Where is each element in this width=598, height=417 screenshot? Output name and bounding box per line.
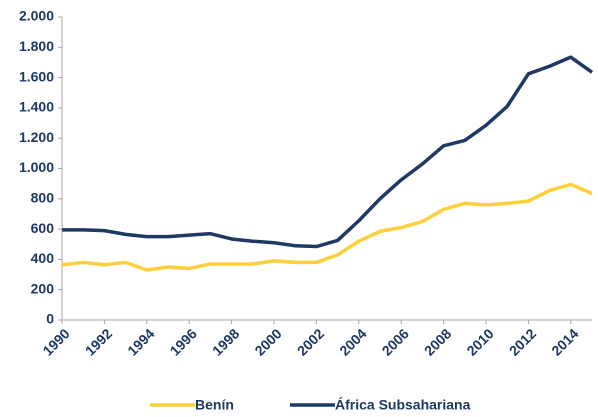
- legend-label: África Subsahariana: [335, 397, 471, 413]
- y-tick-label: 1.400: [19, 99, 54, 115]
- x-tick-label: 2002: [294, 325, 327, 358]
- y-tick-label: 400: [31, 250, 55, 266]
- x-tick-label: 2008: [421, 325, 454, 358]
- x-tick-label: 1996: [167, 325, 200, 358]
- y-tick-label: 1.200: [19, 129, 54, 145]
- y-tick-label: 1.800: [19, 38, 54, 54]
- line: [62, 55, 594, 249]
- y-tick-label: 2.000: [19, 8, 54, 24]
- x-tick-label: 2014: [548, 325, 581, 358]
- y-tick-label: 600: [31, 220, 55, 236]
- x-tick-label: 2010: [463, 325, 496, 358]
- x-tick-label: 2006: [379, 325, 412, 358]
- y-tick-label: 800: [31, 190, 55, 206]
- x-tick-label: 1998: [209, 325, 242, 358]
- legend-label: Benín: [195, 397, 234, 413]
- x-tick-label: 1994: [124, 325, 157, 358]
- y-tick-label: 0: [46, 311, 54, 327]
- x-tick-label: 1992: [82, 325, 115, 358]
- y-tick-label: 200: [31, 280, 55, 296]
- x-tick-label: 2004: [336, 325, 369, 358]
- line: [61, 182, 593, 272]
- x-tick-label: 2012: [506, 325, 539, 358]
- y-tick-label: 1.000: [19, 159, 54, 175]
- x-tick-label: 2000: [251, 325, 284, 358]
- y-tick-label: 1.600: [19, 68, 54, 84]
- x-tick-label: 1990: [39, 325, 72, 358]
